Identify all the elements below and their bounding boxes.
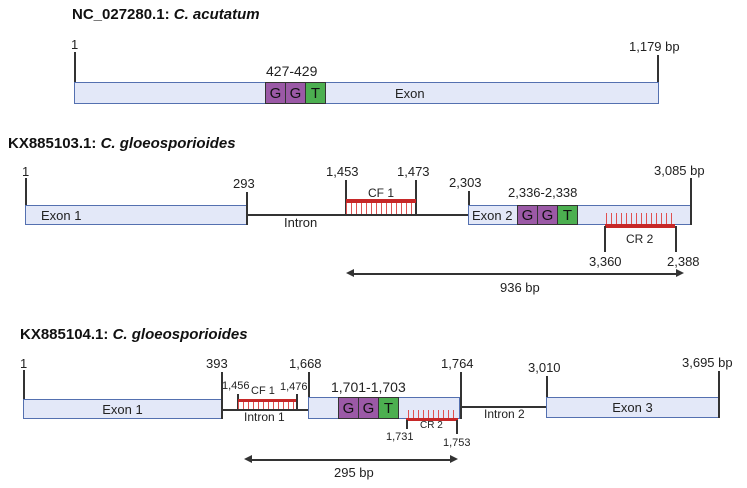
track2-exon1: Exon 1	[25, 205, 248, 225]
track3-intron2-line	[461, 406, 548, 408]
track1-end-label: 1,179 bp	[629, 39, 680, 54]
track3-species: C. gloeosporioides	[112, 326, 248, 343]
track1-base-t: T	[305, 82, 326, 104]
track2-exon1-end-label: 293	[233, 176, 255, 191]
track1-accession: NC_027280.1:	[72, 6, 170, 23]
track3-exon2-end-label: 1,764	[441, 356, 474, 371]
track3-start-tick	[23, 370, 25, 419]
track3-cf1-primer-hatch	[238, 402, 296, 409]
track3-amplicon-label: 295 bp	[334, 465, 374, 480]
track2-end-tick	[690, 178, 692, 225]
track2-cf1-start-label: 1,453	[326, 164, 359, 179]
track1-ggt-position: 427-429	[266, 63, 318, 79]
track1-exon: Exon	[74, 82, 659, 104]
track3-cr2-left-tick	[406, 420, 408, 429]
track3-cf1-label: CF 1	[251, 385, 275, 397]
track3-cr2-label: CR 2	[420, 420, 443, 431]
track3-exon3: Exon 3	[546, 397, 719, 418]
track3-ggt-position: 1,701-1,703	[331, 379, 406, 395]
track3-cf1-start-label: 1,456	[222, 380, 250, 392]
track3-base-g2: G	[358, 397, 379, 419]
track2-start-tick	[25, 178, 27, 224]
track3-intron1-line	[222, 409, 309, 411]
track2-start-label: 1	[22, 164, 30, 179]
track3-exon3-label: Exon 3	[612, 400, 653, 415]
track3-cf1-end-tick	[296, 394, 298, 409]
track2-cf1-end-label: 1,473	[397, 164, 430, 179]
track2-base-g1: G	[517, 205, 538, 225]
track1-species: C. acutatum	[173, 6, 260, 23]
track3-exon2-start-label: 1,668	[289, 356, 322, 371]
track2-base-g2: G	[537, 205, 558, 225]
track3-end-label: 3,695 bp	[682, 355, 733, 370]
track2-intron-line	[248, 214, 469, 216]
track3-cr2-right-tick	[456, 420, 458, 434]
track2-amplicon-arrowhead-left	[346, 269, 354, 277]
track2-cf1-start-tick	[345, 180, 347, 215]
track3-amplicon-arrowhead-left	[244, 455, 252, 463]
track1-base-g2: G	[285, 82, 306, 104]
track2-cf1-label: CF 1	[368, 186, 395, 200]
track2-cr2-left-label: 3,360	[589, 254, 622, 269]
track2-title: KX885103.1: C. gloeosporioides	[8, 135, 236, 152]
track2-ggt-position: 2,336-2,338	[508, 185, 578, 200]
track1-base-g1: G	[265, 82, 286, 104]
track2-cr2-right-tick	[675, 226, 677, 252]
track1-title: NC_027280.1: C. acutatum	[72, 6, 260, 23]
track2-base-t: T	[557, 205, 578, 225]
track3-accession: KX885104.1:	[20, 326, 109, 343]
track2-exon1-label: Exon 1	[41, 207, 82, 223]
track1-start-tick	[74, 52, 76, 104]
track3-title: KX885104.1: C. gloeosporioides	[20, 326, 248, 343]
track1-exon-label: Exon	[395, 85, 425, 101]
track1-end-tick	[657, 55, 659, 104]
track3-cr2-right-label: 1,753	[443, 437, 471, 449]
track3-exon2-start-tick	[308, 372, 310, 419]
track3-amplicon-arrow	[248, 459, 452, 461]
track2-amplicon-arrowhead-right	[676, 269, 684, 277]
track3-exon1: Exon 1	[23, 399, 222, 419]
track3-base-t: T	[378, 397, 399, 419]
track3-base-g1: G	[338, 397, 359, 419]
track2-amplicon-arrow	[350, 273, 678, 275]
track2-cf1-primer-bar	[346, 199, 416, 203]
track2-exon1-end-tick	[246, 192, 248, 225]
track2-cf1-primer-hatch	[346, 203, 416, 214]
track3-cf1-start-tick	[237, 394, 239, 409]
track3-exon1-end-tick	[221, 372, 223, 419]
track3-exon2-end-tick	[460, 372, 462, 419]
track2-species: C. gloeosporioides	[100, 135, 236, 152]
track1-start-label: 1	[71, 37, 79, 52]
track2-cr2-right-label: 2,388	[667, 254, 700, 269]
track3-cf1-primer-bar	[238, 399, 296, 402]
track2-cf1-end-tick	[415, 180, 417, 215]
track3-cf1-end-label: 1,476	[280, 381, 308, 393]
track2-cr2-label: CR 2	[626, 232, 654, 246]
track2-cr2-left-tick	[604, 226, 606, 252]
track3-exon1-end-label: 393	[206, 356, 228, 371]
track3-start-label: 1	[20, 356, 28, 371]
track3-amplicon-arrowhead-right	[450, 455, 458, 463]
track3-exon3-start-label: 3,010	[528, 360, 561, 375]
track3-end-tick	[718, 371, 720, 418]
track2-cr2-primer-hatch	[606, 213, 674, 224]
track3-intron1-label: Intron 1	[244, 410, 285, 424]
track2-end-label: 3,085 bp	[654, 163, 705, 178]
track3-exon1-label: Exon 1	[102, 401, 143, 417]
track2-cr2-primer-bar	[605, 224, 675, 228]
track3-cr2-left-label: 1,731	[386, 431, 414, 443]
track2-exon2-label: Exon 2	[472, 207, 513, 223]
track2-intron-label: Intron	[284, 215, 318, 230]
track2-accession: KX885103.1:	[8, 135, 97, 152]
track3-cr2-primer-bar	[406, 418, 458, 421]
track3-intron2-label: Intron 2	[484, 407, 525, 421]
track3-cr2-primer-hatch	[408, 410, 456, 418]
track2-exon2-start-label: 2,303	[449, 175, 482, 190]
track2-amplicon-label: 936 bp	[500, 280, 540, 295]
